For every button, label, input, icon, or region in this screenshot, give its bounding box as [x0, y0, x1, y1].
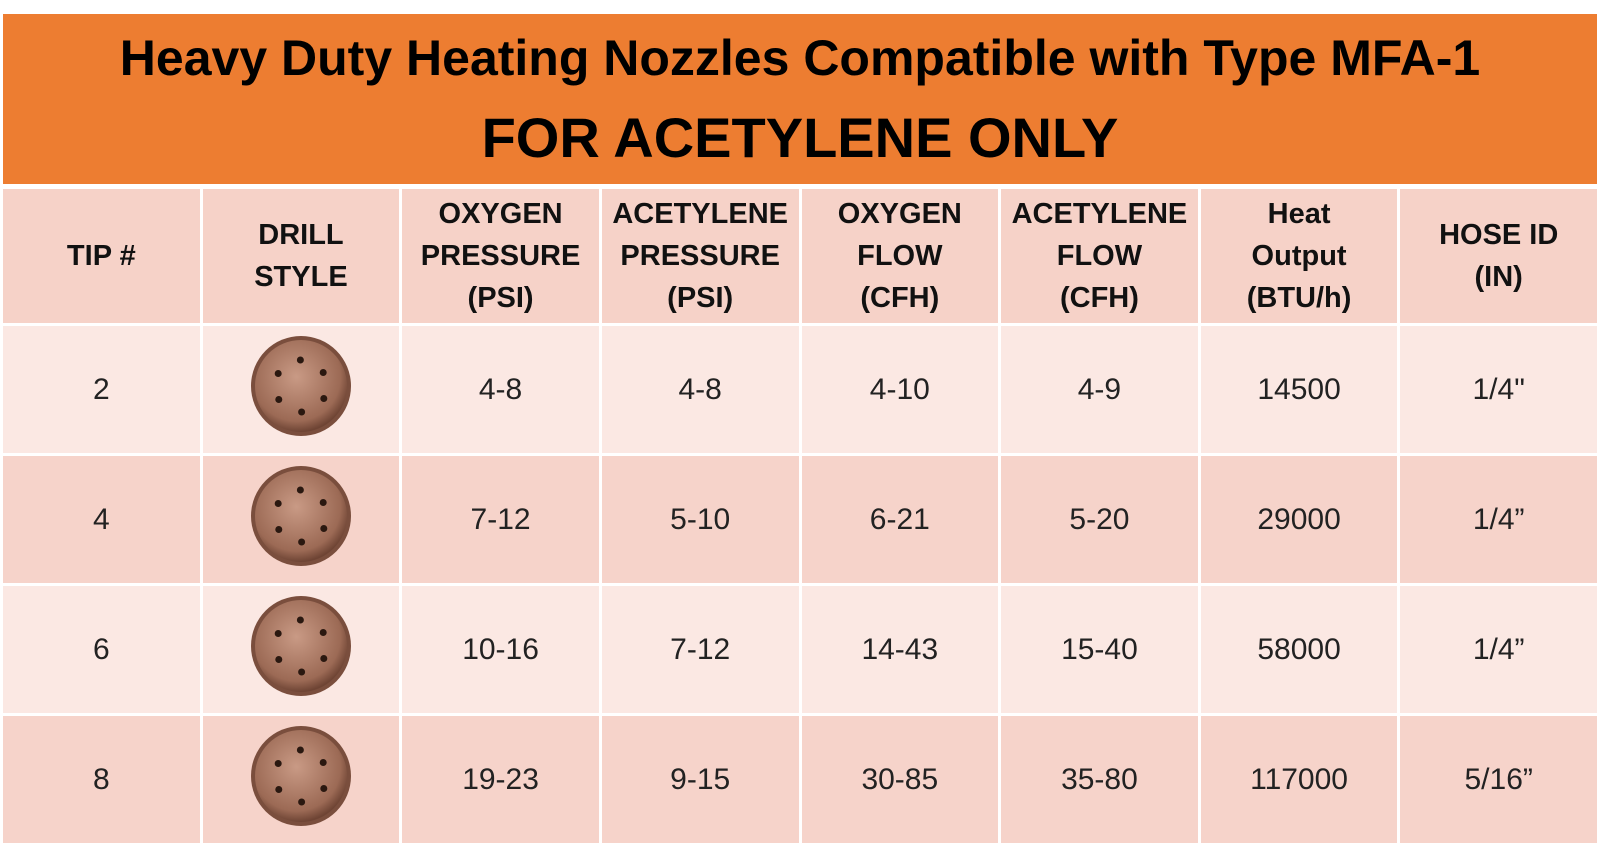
header-line: DRILL: [258, 219, 344, 251]
value-cell: 5-20: [1001, 456, 1198, 583]
header-line: (CFH): [860, 282, 940, 314]
header-line: STYLE: [254, 261, 348, 293]
spec-table: TIP # DRILL STYLE OXYGEN PRESSURE (PSI) ACETYL…: [0, 186, 1600, 846]
header-line: (PSI): [667, 282, 734, 314]
value-cell: 10-16: [402, 586, 599, 713]
header-line: Output: [1251, 240, 1347, 272]
value-cell: 4-8: [601, 326, 799, 453]
value-cell: 1/4": [1400, 326, 1597, 453]
header-band: Heavy Duty Heating Nozzles Compatible wi…: [3, 14, 1597, 184]
drill-cell: [202, 326, 400, 453]
header-line: (BTU/h): [1246, 282, 1352, 314]
value-cell: 5-10: [601, 456, 799, 583]
drill-cell: [202, 456, 400, 583]
header-line: TIP #: [66, 240, 136, 272]
header-line: ACETYLENE: [1011, 198, 1188, 230]
column-header: OXYGEN PRESSURE (PSI): [402, 189, 599, 323]
table-row: 2 4-8 4-8 4-10 4-9 14500 1/4": [3, 326, 1597, 453]
value-cell: 7-12: [402, 456, 599, 583]
header-row: TIP # DRILL STYLE OXYGEN PRESSURE (PSI) ACETYL…: [3, 189, 1597, 323]
header-line: (PSI): [467, 282, 534, 314]
drill-cell: [202, 586, 400, 713]
header-line: Heat: [1267, 198, 1331, 230]
column-header: OXYGEN FLOW (CFH): [801, 189, 999, 323]
header-line: PRESSURE: [620, 240, 780, 272]
value-cell: 7-12: [601, 586, 799, 713]
nozzle-icon: [250, 595, 351, 696]
table-row: 6 10-16 7-12 14-43 15-40 58000 1/4”: [3, 586, 1597, 713]
value-cell: 1/4”: [1400, 456, 1597, 583]
header-line: OXYGEN: [837, 198, 962, 230]
value-cell: 14500: [1200, 326, 1398, 453]
subtitle: FOR ACETYLENE ONLY: [481, 106, 1119, 169]
table-body: 2 4-8 4-8 4-10 4-9 14500 1/4" 4 7-12 5-10 6-21 5-…: [3, 326, 1597, 843]
header-line: FLOW: [857, 240, 943, 272]
column-header: Heat Output (BTU/h): [1200, 189, 1398, 323]
header-line: (IN): [1474, 261, 1523, 293]
value-cell: 30-85: [801, 716, 999, 843]
value-cell: 4-8: [402, 326, 599, 453]
value-cell: 58000: [1200, 586, 1398, 713]
value-cell: 29000: [1200, 456, 1398, 583]
column-header: TIP #: [3, 189, 200, 323]
column-header: DRILL STYLE: [202, 189, 400, 323]
nozzle-icon: [250, 725, 351, 826]
table-row: 4 7-12 5-10 6-21 5-20 29000 1/4”: [3, 456, 1597, 583]
column-header: ACETYLENE PRESSURE (PSI): [601, 189, 799, 323]
header-line: HOSE ID: [1439, 219, 1559, 251]
value-cell: 4-10: [801, 326, 999, 453]
header-line: ACETYLENE: [612, 198, 788, 230]
header-line: OXYGEN: [438, 198, 563, 230]
value-cell: 4-9: [1001, 326, 1198, 453]
nozzle-icon: [250, 465, 351, 566]
value-cell: 15-40: [1001, 586, 1198, 713]
value-cell: 35-80: [1001, 716, 1198, 843]
value-cell: 19-23: [402, 716, 599, 843]
tip-cell: 4: [3, 456, 200, 583]
value-cell: 1/4”: [1400, 586, 1597, 713]
value-cell: 14-43: [801, 586, 999, 713]
table-row: 8 19-23 9-15 30-85 35-80 117000 5/16”: [3, 716, 1597, 843]
column-header: HOSE ID (IN): [1400, 189, 1597, 323]
title: Heavy Duty Heating Nozzles Compatible wi…: [119, 30, 1481, 86]
tip-cell: 8: [3, 716, 200, 843]
tip-cell: 6: [3, 586, 200, 713]
header-line: (CFH): [1059, 282, 1139, 314]
tip-cell: 2: [3, 326, 200, 453]
value-cell: 5/16”: [1400, 716, 1597, 843]
value-cell: 117000: [1200, 716, 1398, 843]
header-line: PRESSURE: [420, 240, 581, 272]
drill-cell: [202, 716, 400, 843]
value-cell: 6-21: [801, 456, 999, 583]
nozzle-icon: [250, 335, 351, 436]
header-line: FLOW: [1056, 240, 1143, 272]
column-header: ACETYLENE FLOW (CFH): [1001, 189, 1198, 323]
value-cell: 9-15: [601, 716, 799, 843]
